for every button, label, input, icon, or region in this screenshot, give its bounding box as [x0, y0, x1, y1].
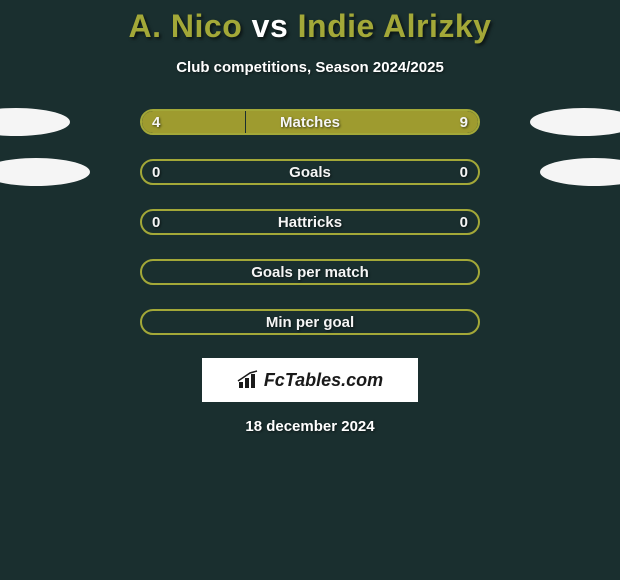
stat-bar: Min per goal	[140, 309, 480, 335]
stat-label: Matches	[280, 114, 340, 131]
stat-value-right: 0	[460, 214, 468, 231]
stat-value-right: 9	[460, 114, 468, 131]
stat-label: Min per goal	[266, 314, 354, 331]
logo-box[interactable]: FcTables.com	[202, 358, 418, 402]
stat-bar: 0 0 Hattricks	[140, 209, 480, 235]
stat-value-left: 4	[152, 114, 160, 131]
player2-ellipse	[540, 158, 620, 186]
stat-row: Goals per match	[0, 258, 620, 286]
player2-name: Indie Alrizky	[298, 8, 492, 44]
stat-label: Goals	[289, 164, 331, 181]
date-text: 18 december 2024	[0, 418, 620, 435]
stat-label: Hattricks	[278, 214, 342, 231]
stat-bar: 4 9 Matches	[140, 109, 480, 135]
stat-bar: 0 0 Goals	[140, 159, 480, 185]
stat-row: Min per goal	[0, 308, 620, 336]
stat-label: Goals per match	[251, 264, 369, 281]
stat-value-right: 0	[460, 164, 468, 181]
logo-chart-icon	[237, 370, 261, 390]
player1-ellipse	[0, 108, 70, 136]
comparison-card: A. Nico vs Indie Alrizky Club competitio…	[0, 0, 620, 435]
page-title: A. Nico vs Indie Alrizky	[0, 8, 620, 45]
player2-ellipse	[530, 108, 620, 136]
logo-text: FcTables.com	[264, 370, 383, 391]
stat-value-left: 0	[152, 214, 160, 231]
subtitle: Club competitions, Season 2024/2025	[0, 59, 620, 76]
player1-ellipse	[0, 158, 90, 186]
player1-name: A. Nico	[129, 8, 243, 44]
stat-bar: Goals per match	[140, 259, 480, 285]
stat-row: 0 0 Hattricks	[0, 208, 620, 236]
vs-text: vs	[252, 8, 289, 44]
stat-value-left: 0	[152, 164, 160, 181]
stat-row: 0 0 Goals	[0, 158, 620, 186]
stats-list: 4 9 Matches 0 0 Goals 0 0 Hattricks Goals per mat…	[0, 108, 620, 336]
stat-row: 4 9 Matches	[0, 108, 620, 136]
